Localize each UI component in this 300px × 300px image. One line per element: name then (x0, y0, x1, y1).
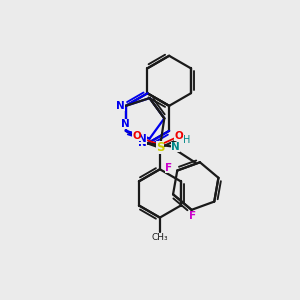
Text: O: O (174, 131, 183, 141)
Text: S: S (156, 141, 164, 154)
Text: N: N (171, 142, 180, 152)
Text: H: H (183, 135, 190, 146)
Text: CH₃: CH₃ (152, 233, 168, 242)
Text: N: N (138, 134, 147, 144)
Text: F: F (189, 211, 196, 221)
Text: N: N (116, 101, 125, 111)
Text: N: N (138, 138, 146, 148)
Text: O: O (133, 131, 141, 141)
Text: F: F (166, 163, 172, 173)
Text: N: N (122, 119, 130, 129)
